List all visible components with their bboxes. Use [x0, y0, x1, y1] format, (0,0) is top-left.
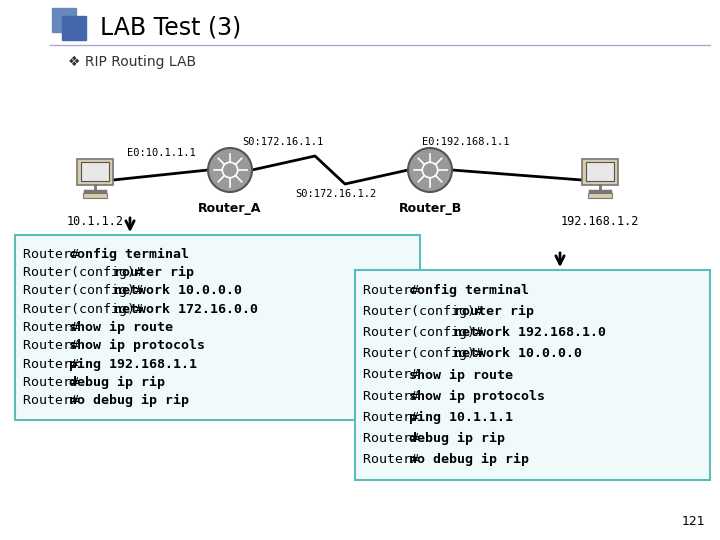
Text: no debug ip rip: no debug ip rip: [409, 453, 528, 466]
Text: E0:10.1.1.1: E0:10.1.1.1: [127, 148, 196, 158]
Circle shape: [208, 148, 252, 192]
Text: Router#: Router#: [23, 248, 87, 261]
Text: config terminal: config terminal: [409, 284, 528, 297]
Text: debug ip rip: debug ip rip: [68, 376, 165, 389]
Text: 192.168.1.2: 192.168.1.2: [561, 215, 639, 228]
Text: Router#: Router#: [23, 376, 87, 389]
Text: Router#: Router#: [23, 339, 87, 352]
FancyBboxPatch shape: [83, 193, 107, 198]
Text: Router#: Router#: [23, 394, 87, 407]
FancyBboxPatch shape: [77, 159, 113, 185]
Text: Router(config)#: Router(config)#: [23, 266, 151, 279]
FancyBboxPatch shape: [586, 162, 614, 181]
Text: Router(config)#: Router(config)#: [363, 305, 491, 318]
FancyBboxPatch shape: [81, 162, 109, 181]
Text: Router(config)#: Router(config)#: [363, 326, 491, 339]
Text: network 10.0.0.0: network 10.0.0.0: [454, 347, 582, 360]
Text: router rip: router rip: [454, 305, 534, 318]
Text: S0:172.16.1.2: S0:172.16.1.2: [295, 189, 377, 199]
Text: Router(config)#: Router(config)#: [23, 302, 151, 316]
Bar: [62, 16, 86, 40]
Text: Router_A: Router_A: [198, 202, 261, 215]
Bar: [52, 8, 76, 32]
Text: router rip: router rip: [114, 266, 194, 279]
Text: Router#: Router#: [23, 321, 87, 334]
Text: 10.1.1.2: 10.1.1.2: [66, 215, 124, 228]
Text: Router#: Router#: [23, 357, 87, 370]
Text: network 10.0.0.0: network 10.0.0.0: [114, 285, 242, 298]
Text: 121: 121: [681, 515, 705, 528]
Text: Router#: Router#: [363, 432, 427, 445]
Text: show ip protocols: show ip protocols: [409, 389, 544, 403]
Text: Router#: Router#: [363, 368, 427, 381]
Text: E0:192.168.1.1: E0:192.168.1.1: [422, 137, 510, 147]
FancyBboxPatch shape: [582, 159, 618, 185]
Text: LAB Test (3): LAB Test (3): [100, 15, 241, 39]
Text: ping 192.168.1.1: ping 192.168.1.1: [68, 357, 197, 370]
FancyBboxPatch shape: [588, 193, 612, 198]
Text: Router#: Router#: [363, 411, 427, 424]
Text: ping 10.1.1.1: ping 10.1.1.1: [409, 411, 513, 424]
FancyBboxPatch shape: [15, 235, 420, 420]
Text: Router(config)#: Router(config)#: [363, 347, 491, 360]
Circle shape: [423, 163, 438, 178]
Text: debug ip rip: debug ip rip: [409, 432, 505, 445]
Text: ❖ RIP Routing LAB: ❖ RIP Routing LAB: [68, 55, 196, 69]
Text: Router_B: Router_B: [398, 202, 462, 215]
Text: Router(config)#: Router(config)#: [23, 285, 151, 298]
Text: Router#: Router#: [363, 453, 427, 466]
Text: Router#: Router#: [363, 284, 427, 297]
Text: show ip route: show ip route: [409, 368, 513, 382]
Circle shape: [222, 163, 238, 178]
Text: network 172.16.0.0: network 172.16.0.0: [114, 302, 258, 316]
Circle shape: [408, 148, 452, 192]
Text: S0:172.16.1.1: S0:172.16.1.1: [242, 137, 323, 147]
FancyBboxPatch shape: [355, 270, 710, 480]
Text: Router#: Router#: [363, 390, 427, 403]
Text: show ip protocols: show ip protocols: [68, 339, 204, 353]
Text: no debug ip rip: no debug ip rip: [68, 394, 189, 407]
Text: network 192.168.1.0: network 192.168.1.0: [454, 326, 606, 339]
Text: config terminal: config terminal: [68, 248, 189, 261]
Text: show ip route: show ip route: [68, 321, 173, 334]
